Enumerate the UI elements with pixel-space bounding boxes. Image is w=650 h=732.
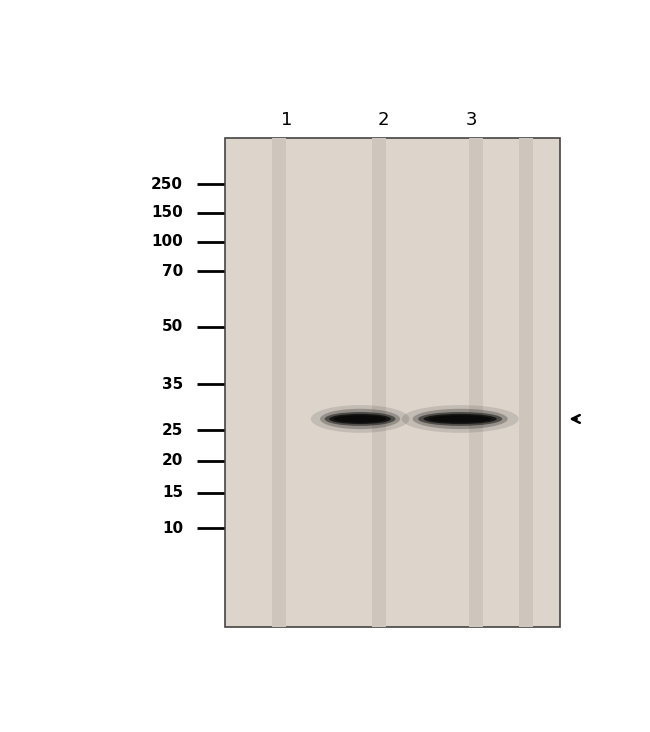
Text: 3: 3 bbox=[466, 111, 478, 129]
Text: 250: 250 bbox=[151, 176, 183, 192]
Bar bbox=[272, 138, 286, 627]
Bar bbox=[372, 138, 386, 627]
Text: 100: 100 bbox=[151, 234, 183, 250]
Text: 50: 50 bbox=[162, 319, 183, 334]
Text: 2: 2 bbox=[378, 111, 389, 129]
Ellipse shape bbox=[324, 412, 395, 426]
Bar bbox=[469, 138, 482, 627]
Ellipse shape bbox=[330, 414, 391, 424]
Text: 10: 10 bbox=[162, 520, 183, 536]
Ellipse shape bbox=[418, 412, 502, 426]
Ellipse shape bbox=[334, 415, 386, 422]
Ellipse shape bbox=[320, 408, 400, 429]
Ellipse shape bbox=[402, 405, 519, 433]
Text: 25: 25 bbox=[162, 423, 183, 438]
Ellipse shape bbox=[429, 415, 491, 422]
Text: 1: 1 bbox=[281, 111, 292, 129]
Text: 35: 35 bbox=[162, 377, 183, 392]
Ellipse shape bbox=[311, 405, 410, 433]
Text: 15: 15 bbox=[162, 485, 183, 501]
Text: 20: 20 bbox=[162, 453, 183, 468]
Ellipse shape bbox=[424, 414, 497, 424]
Ellipse shape bbox=[413, 408, 508, 429]
Text: 70: 70 bbox=[162, 264, 183, 279]
Bar bbox=[519, 138, 532, 627]
Bar bbox=[226, 138, 560, 627]
Text: 150: 150 bbox=[151, 205, 183, 220]
